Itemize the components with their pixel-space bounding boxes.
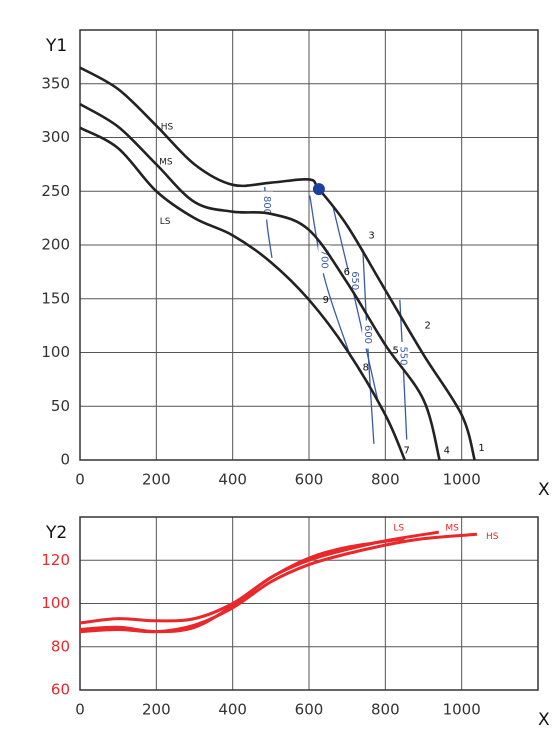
x-tick-label: 400 (218, 701, 247, 719)
contour-label: 700 (318, 250, 329, 269)
annotation: 7 (404, 445, 410, 456)
contour-label: 600 (362, 325, 373, 344)
series-line (79, 103, 441, 461)
x-tick-label: 600 (295, 701, 324, 719)
series-line (79, 126, 406, 461)
plot-frame (79, 29, 539, 461)
y-tick-label: 100 (41, 343, 70, 361)
y-tick-label: 100 (41, 594, 70, 612)
series-label: LS (393, 523, 404, 533)
y-tick-label: 200 (41, 236, 70, 254)
y-tick-label: 350 (41, 74, 70, 92)
annotation: 4 (444, 445, 450, 456)
contour-label: 800 (261, 196, 272, 215)
series-label: HS (161, 122, 174, 132)
x-axis-title: X (538, 480, 550, 500)
contour-label-bg (397, 342, 410, 370)
contour-label: 650 (349, 271, 360, 290)
x-tick-label: 1000 (443, 701, 481, 719)
annotation: 2 (425, 321, 431, 332)
x-tick-label: 200 (142, 471, 171, 489)
x-tick-label: 800 (371, 471, 400, 489)
y-tick-label: 250 (41, 182, 70, 200)
contour-line (309, 195, 351, 355)
x-axis-title: X (538, 710, 550, 730)
x-tick-label: 1000 (443, 471, 481, 489)
annotation: 6 (344, 267, 350, 278)
annotation: 8 (363, 363, 369, 374)
y-axis-title: Y2 (45, 523, 67, 543)
series-line (79, 66, 476, 461)
operating-point (312, 183, 325, 196)
series-label: MS (159, 158, 173, 168)
y-tick-label: 80 (51, 637, 70, 655)
contour-line (332, 205, 379, 400)
x-tick-label: 0 (75, 701, 85, 719)
annotation: 9 (323, 295, 329, 306)
x-tick-label: 400 (218, 471, 247, 489)
x-tick-label: 600 (295, 471, 324, 489)
y-tick-label: 120 (41, 551, 70, 569)
annotation: 5 (392, 345, 398, 356)
y-tick-label: 300 (41, 128, 70, 146)
series-label: HS (486, 532, 499, 542)
y-tick-label: 50 (51, 397, 70, 415)
x-tick-label: 0 (75, 471, 85, 489)
series-label: MS (445, 523, 459, 533)
y-tick-label: 0 (60, 451, 70, 469)
series-line (79, 532, 478, 634)
x-tick-label: 200 (142, 701, 171, 719)
x-tick-label: 800 (371, 701, 400, 719)
contour-label-bg (362, 320, 375, 349)
y-tick-label: 60 (51, 681, 70, 699)
plot-frame (79, 516, 539, 691)
series-label: LS (160, 217, 171, 227)
y-tick-label: 150 (41, 289, 70, 307)
contour-label: 550 (398, 346, 409, 365)
annotation: 1 (478, 443, 484, 454)
series-line (79, 537, 405, 625)
annotation: 3 (368, 230, 374, 241)
y-axis-title: Y1 (45, 36, 67, 56)
contour-line (362, 249, 375, 444)
